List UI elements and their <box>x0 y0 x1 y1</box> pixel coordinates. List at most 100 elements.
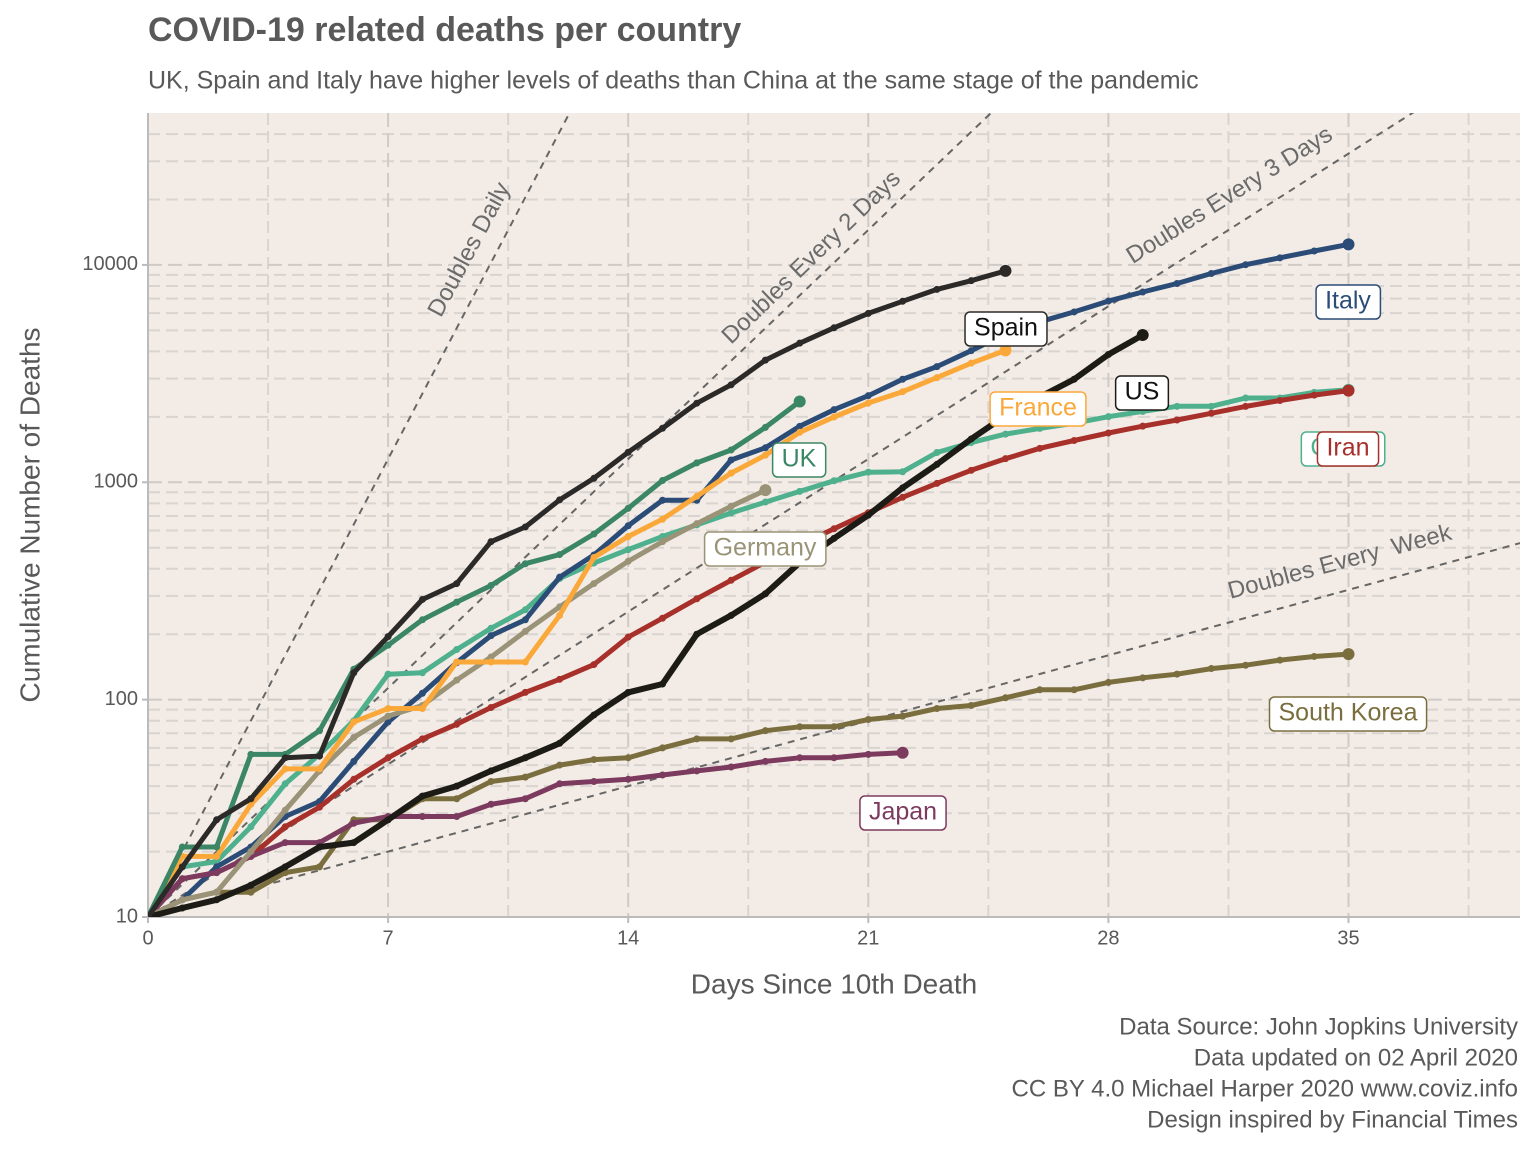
series-label: Italy <box>1315 284 1382 320</box>
data-point <box>590 530 598 538</box>
data-point <box>521 616 529 624</box>
data-point <box>1070 308 1078 316</box>
data-point <box>1242 402 1250 410</box>
data-point <box>967 701 975 709</box>
data-point <box>830 406 838 414</box>
data-point <box>487 538 495 546</box>
data-point <box>590 711 598 719</box>
data-point <box>418 705 426 713</box>
data-point <box>418 792 426 800</box>
data-point <box>693 767 701 775</box>
data-point <box>1207 665 1215 673</box>
data-point <box>148 913 152 917</box>
data-point <box>487 658 495 666</box>
data-point <box>521 754 529 762</box>
data-point <box>453 720 461 728</box>
data-point <box>659 477 666 485</box>
series-label: Spain <box>964 311 1048 347</box>
data-point <box>1104 678 1112 686</box>
data-point <box>384 712 392 720</box>
data-point <box>384 816 392 824</box>
data-point <box>624 522 632 530</box>
data-point <box>761 727 769 735</box>
data-point <box>418 616 426 624</box>
series <box>148 329 1149 917</box>
plot-area <box>148 113 1520 917</box>
data-point <box>487 624 495 632</box>
data-point <box>247 888 255 896</box>
data-point <box>796 754 804 762</box>
data-point <box>316 803 323 811</box>
chart-title: COVID-19 related deaths per country <box>148 11 741 49</box>
data-point <box>830 324 838 332</box>
data-point <box>933 705 941 713</box>
data-point <box>624 688 632 696</box>
data-point <box>1310 391 1318 399</box>
data-point <box>830 723 838 731</box>
data-point <box>350 775 358 783</box>
data-point <box>761 356 769 364</box>
data-point <box>178 875 186 883</box>
data-point <box>178 863 186 871</box>
data-point <box>384 641 392 649</box>
label-box <box>703 531 827 567</box>
data-point <box>793 395 806 408</box>
series-line <box>148 347 1008 917</box>
x-tick-label: 21 <box>857 927 879 949</box>
data-point <box>487 800 495 808</box>
data-point <box>899 712 907 720</box>
data-point <box>899 388 907 396</box>
legend-label: US <box>1125 378 1160 406</box>
data-point <box>659 680 666 688</box>
data-point <box>1207 269 1215 277</box>
data-point <box>178 904 186 912</box>
data-point <box>521 795 529 803</box>
series-label: France <box>989 391 1087 427</box>
data-point <box>1070 375 1078 383</box>
data-point <box>967 466 975 474</box>
data-point <box>624 448 632 456</box>
data-point <box>1070 686 1078 694</box>
data-point <box>864 468 872 476</box>
legend-label: UK <box>782 445 817 473</box>
series-label: Japan <box>859 795 947 831</box>
data-point <box>659 515 666 523</box>
data-point <box>727 456 735 464</box>
series <box>148 746 909 917</box>
data-point <box>933 285 941 293</box>
data-point <box>1242 661 1250 669</box>
data-point <box>967 347 975 355</box>
data-point <box>1310 652 1318 660</box>
data-point <box>521 523 529 531</box>
data-point <box>624 557 632 565</box>
data-point <box>1342 384 1355 397</box>
data-point <box>281 863 289 871</box>
data-point <box>896 746 909 759</box>
data-point <box>1104 297 1112 305</box>
data-point <box>213 863 221 871</box>
data-point <box>1242 394 1250 402</box>
data-point <box>213 852 221 860</box>
y-tick-label: 1000 <box>94 471 139 493</box>
data-point <box>213 869 221 877</box>
data-point <box>659 538 666 546</box>
data-point <box>590 553 598 561</box>
data-point <box>933 374 941 382</box>
series-label: UK <box>771 442 827 478</box>
data-point <box>761 757 769 765</box>
data-point <box>933 448 941 456</box>
data-point <box>590 661 598 669</box>
series-line <box>148 399 803 917</box>
data-point <box>213 816 221 824</box>
data-point <box>1002 455 1009 463</box>
data-point <box>418 595 426 603</box>
data-point <box>556 780 564 788</box>
data-point <box>933 460 941 468</box>
data-point <box>727 502 735 510</box>
data-point <box>1036 686 1044 694</box>
data-point <box>453 795 461 803</box>
data-point <box>350 819 358 827</box>
data-point <box>281 780 289 788</box>
data-point <box>487 632 495 640</box>
data-point <box>281 754 289 762</box>
